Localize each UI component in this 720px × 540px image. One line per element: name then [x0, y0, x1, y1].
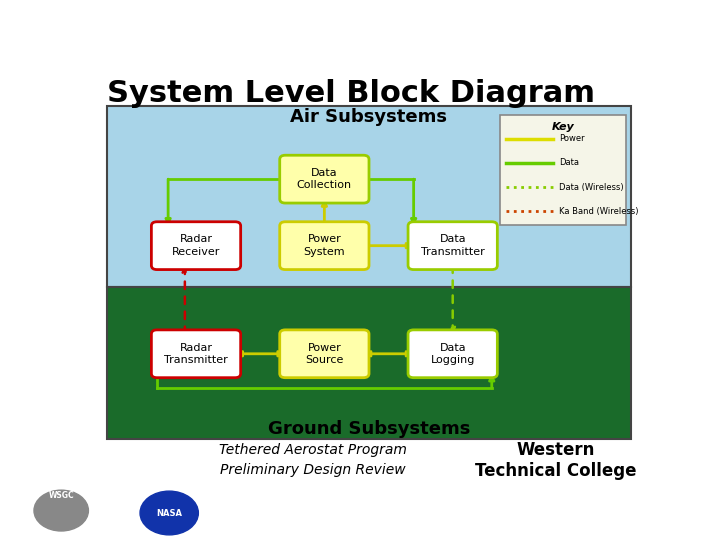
Bar	[107, 106, 631, 287]
Text: Key: Key	[552, 122, 575, 132]
FancyBboxPatch shape	[408, 330, 498, 377]
Circle shape	[140, 491, 199, 535]
FancyBboxPatch shape	[279, 330, 369, 377]
Text: System Level Block Diagram: System Level Block Diagram	[107, 79, 595, 109]
FancyBboxPatch shape	[408, 222, 498, 269]
FancyBboxPatch shape	[279, 155, 369, 203]
Text: Data: Data	[559, 158, 579, 167]
FancyBboxPatch shape	[151, 330, 240, 377]
Text: Western
Technical College: Western Technical College	[475, 441, 636, 480]
Text: Tethered Aerostat Program
Preliminary Design Review: Tethered Aerostat Program Preliminary De…	[220, 443, 407, 477]
Text: Power: Power	[559, 134, 585, 143]
Circle shape	[34, 490, 89, 531]
Text: Data (Wireless): Data (Wireless)	[559, 183, 624, 192]
Text: Air Subsystems: Air Subsystems	[290, 108, 448, 126]
Text: Power
Source: Power Source	[305, 342, 343, 365]
Text: Data
Collection: Data Collection	[297, 168, 352, 190]
Text: WSGC: WSGC	[48, 491, 74, 501]
Text: Radar
Receiver: Radar Receiver	[172, 234, 220, 257]
Bar	[500, 114, 626, 225]
Text: Ka Band (Wireless): Ka Band (Wireless)	[559, 207, 638, 215]
Text: NASA: NASA	[156, 509, 182, 517]
Text: Data
Transmitter: Data Transmitter	[420, 234, 485, 257]
Text: Ground Subsystems: Ground Subsystems	[268, 420, 470, 437]
Text: Radar
Transmitter: Radar Transmitter	[164, 342, 228, 365]
FancyBboxPatch shape	[151, 222, 240, 269]
Text: Power
System: Power System	[304, 234, 345, 257]
FancyBboxPatch shape	[279, 222, 369, 269]
Bar	[107, 287, 631, 439]
Text: Data
Logging: Data Logging	[431, 342, 475, 365]
